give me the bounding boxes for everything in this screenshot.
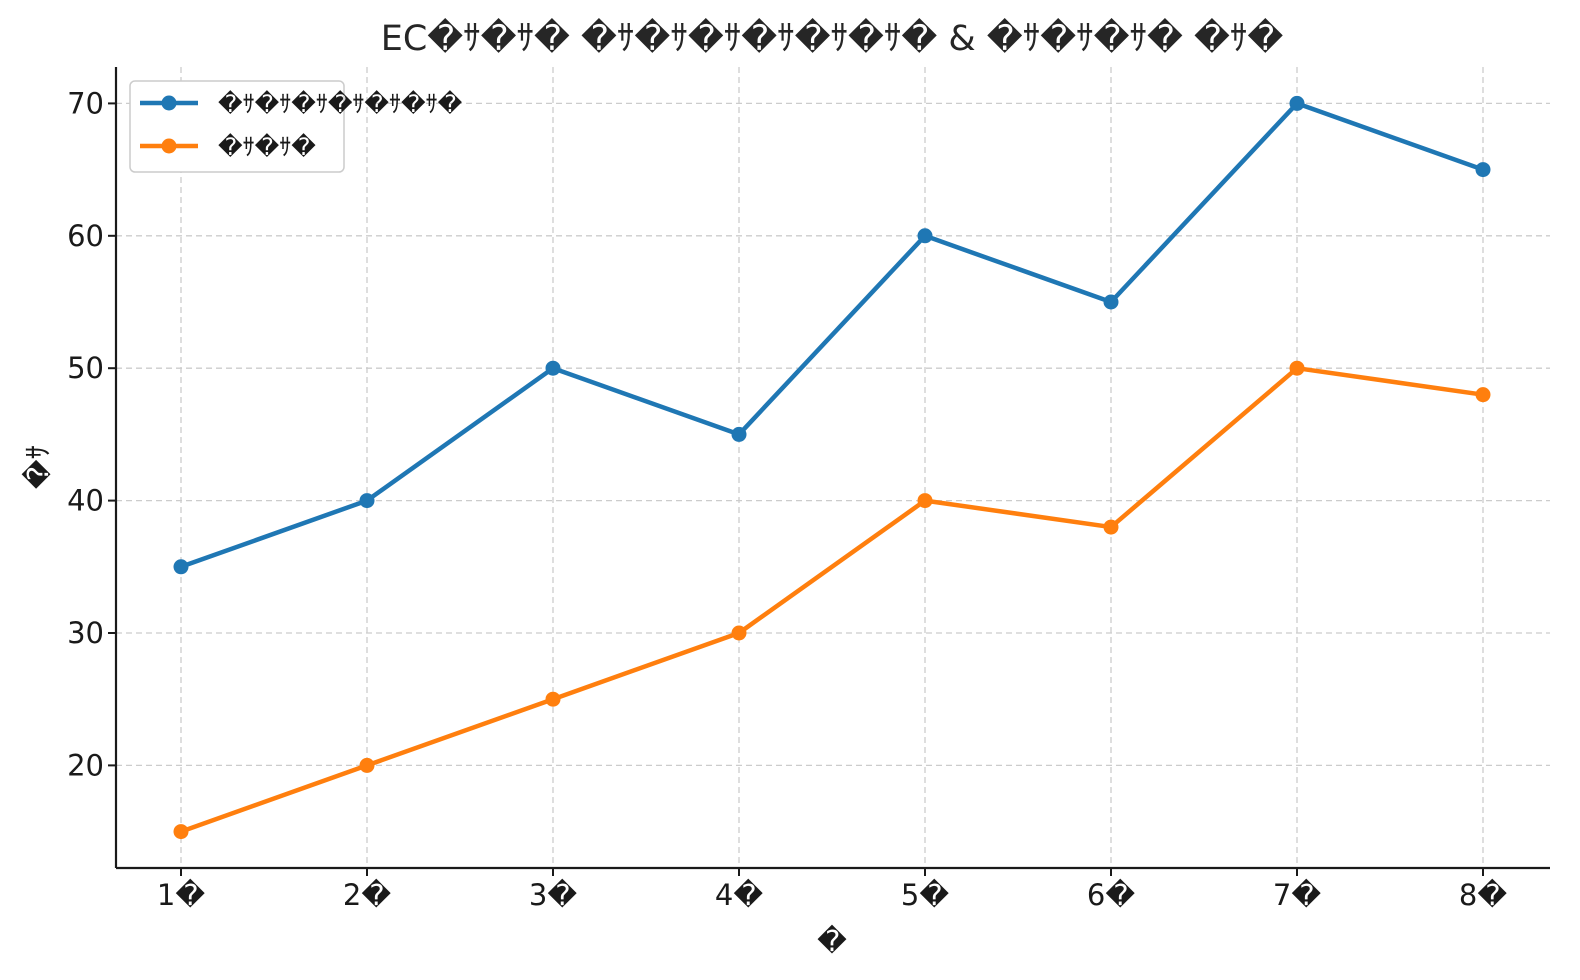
x-tick-label: 6� xyxy=(1087,878,1135,912)
x-tick-label: 5� xyxy=(901,878,949,912)
x-tick-label: 3� xyxy=(529,878,577,912)
y-tick-label: 60 xyxy=(67,219,104,253)
data-point xyxy=(545,691,561,707)
data-point xyxy=(173,559,189,575)
axis-ticks: 1� 2� 3� 4� 5� 6� 7� 8� 20 30 40 50 60 70 xyxy=(67,86,1507,912)
data-point xyxy=(359,493,375,509)
x-tick-label: 4� xyxy=(715,878,763,912)
series-1 xyxy=(173,95,1491,575)
x-tick-label: 1� xyxy=(157,878,205,912)
y-tick-label: 50 xyxy=(67,351,104,385)
data-point xyxy=(1103,519,1119,535)
data-point xyxy=(173,824,189,840)
chart-title: EC�ｻ�ｻ� �ｻ�ｻ�ｻ�ｻ�ｻ�ｻ� & �ｻ�ｻ�ｻ� �ｻ� xyxy=(381,17,1284,59)
data-point xyxy=(1475,162,1491,178)
data-point xyxy=(359,757,375,773)
x-axis-label: � xyxy=(817,924,847,958)
data-point xyxy=(545,360,561,376)
data-point xyxy=(731,426,747,442)
legend-marker xyxy=(161,138,177,154)
series-2 xyxy=(173,360,1491,840)
data-point xyxy=(1289,360,1305,376)
data-point xyxy=(1475,387,1491,403)
y-tick-label: 70 xyxy=(67,86,104,120)
x-tick-label: 8� xyxy=(1459,878,1507,912)
y-axis-label: �ｻ xyxy=(21,445,55,489)
data-point xyxy=(731,625,747,641)
series-line xyxy=(178,365,1486,834)
series-layer xyxy=(173,95,1491,840)
data-point xyxy=(1103,294,1119,310)
legend-item: �ｻ�ｻ� xyxy=(140,133,316,161)
data-point xyxy=(1289,95,1305,111)
x-tick-label: 2� xyxy=(343,878,391,912)
data-point xyxy=(917,493,933,509)
y-tick-label: 30 xyxy=(67,616,104,650)
legend: �ｻ�ｻ�ｻ�ｻ�ｻ�ｻ� �ｻ�ｻ� xyxy=(129,80,463,173)
legend-label: �ｻ�ｻ� xyxy=(218,133,316,161)
legend-item: �ｻ�ｻ�ｻ�ｻ�ｻ�ｻ� xyxy=(140,90,463,118)
legend-label: �ｻ�ｻ�ｻ�ｻ�ｻ�ｻ� xyxy=(218,90,463,118)
x-tick-label: 7� xyxy=(1273,878,1321,912)
series-line xyxy=(178,101,1486,570)
y-tick-label: 40 xyxy=(67,484,104,518)
legend-marker xyxy=(161,95,177,111)
data-point xyxy=(917,228,933,244)
y-tick-label: 20 xyxy=(67,748,104,782)
grid-lines xyxy=(116,67,1550,868)
